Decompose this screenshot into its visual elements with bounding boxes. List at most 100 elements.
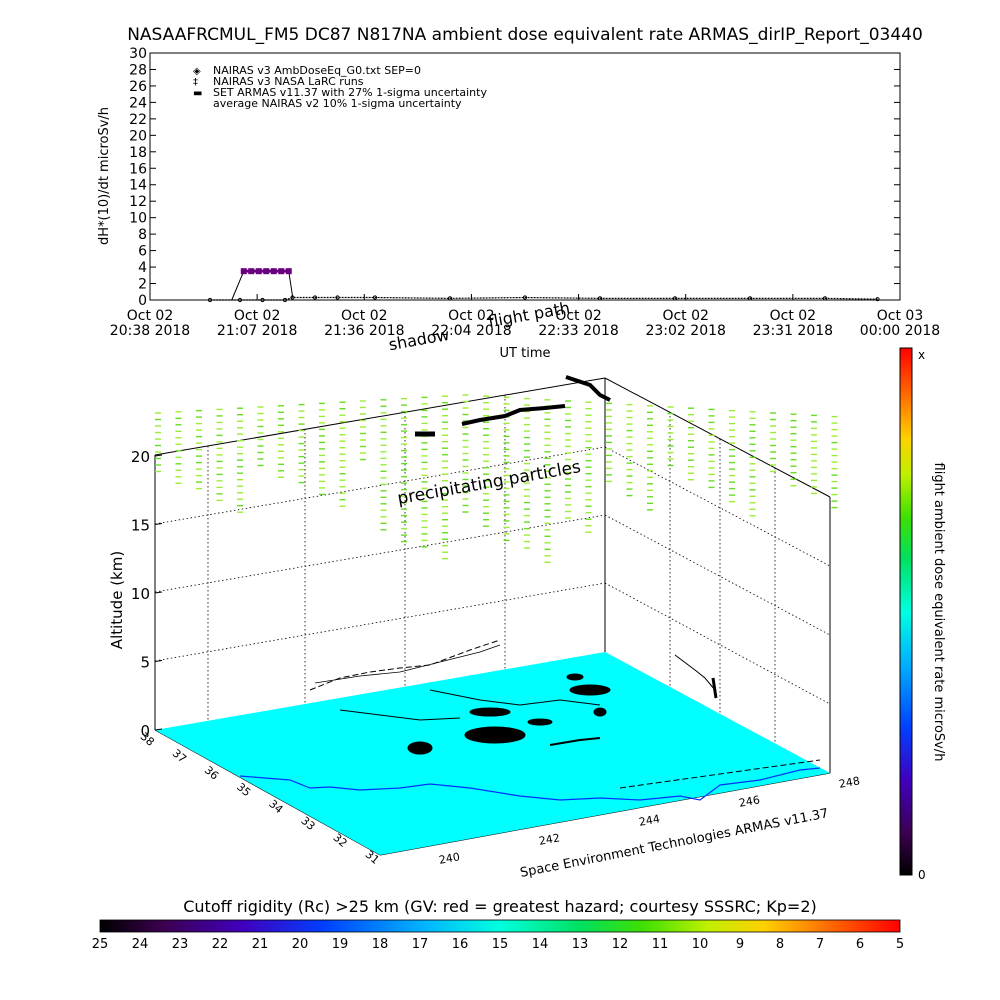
cutoff-tick-label: 15 <box>492 937 509 952</box>
x-tick-label-time: 21:36 2018 <box>324 323 404 339</box>
altitude-tick-label: 15 <box>131 517 150 535</box>
series-layer <box>207 268 880 303</box>
nairas-point <box>672 296 678 301</box>
cutoff-tick-label: 21 <box>252 937 269 952</box>
x-tick-label-time: 23:02 2018 <box>645 323 725 339</box>
cutoff-tick-label: 25 <box>92 937 109 952</box>
cutoff-tick-label: 10 <box>692 937 709 952</box>
y-tick-label: 28 <box>129 62 147 78</box>
cutoff-tick-label: 11 <box>652 937 669 952</box>
nairas-point <box>312 295 318 300</box>
particle-column <box>585 401 592 533</box>
longitude-tick-label: 244 <box>638 812 661 828</box>
z-axis: 0 5 10 15 20 <box>131 448 163 740</box>
particles-annotation: precipitating particles <box>396 457 583 509</box>
cutoff-tick-label: 17 <box>412 937 429 952</box>
longitude-tick-label: 248 <box>838 774 861 790</box>
y-tick-label: 12 <box>129 194 147 210</box>
colorbar-label: flight ambient dose equivalent rate micr… <box>931 463 946 762</box>
legend: ◈ NAIRAS v3 AmbDoseEq_G0.txt SEP=0 ‡ NAIRAS… <box>193 64 487 110</box>
nairas-point <box>335 295 340 300</box>
legend-entry: average NAIRAS v2 10% 1-sigma uncertaint… <box>213 97 462 110</box>
particle-column <box>339 401 346 507</box>
x-tick-label-time: 22:33 2018 <box>538 323 618 339</box>
x-tick-label-date: Oct 02 <box>770 308 816 324</box>
y-tick-label: 26 <box>129 79 147 95</box>
cutoff-tick-label: 14 <box>532 937 549 952</box>
x-tick-label-time: 21:07 2018 <box>217 323 297 339</box>
altitude-tick-label: 10 <box>131 585 150 603</box>
grid-lines <box>154 395 831 744</box>
altitude-tick-label: 20 <box>131 448 150 466</box>
cutoff-tick-label: 12 <box>612 937 629 952</box>
particle-column <box>278 405 284 478</box>
x-tick-label-date: Oct 02 <box>662 308 708 324</box>
longitude-axis: 240 242 244 246 248 <box>438 774 861 866</box>
longitude-tick-label: 240 <box>438 850 461 866</box>
legend-entry: NAIRAS v3 AmbDoseEq_G0.txt SEP=0 <box>213 64 421 77</box>
nairas-point <box>522 295 528 300</box>
particle-column <box>524 397 530 549</box>
latitude-tick-label: 36 <box>202 764 221 783</box>
legend-entry: NAIRAS v3 NASA LaRC runs <box>213 75 364 88</box>
nairas-point <box>207 297 213 303</box>
colorbar-top-label: x <box>918 348 925 362</box>
x-tick-label-time: 20:38 2018 <box>110 323 190 339</box>
x-axis-label: UT time <box>500 346 551 361</box>
x-tick-label-date: Oct 02 <box>234 308 280 324</box>
plot-frame <box>149 52 901 301</box>
legend-symbol: ▬ <box>193 88 202 99</box>
cutoff-tick-label: 19 <box>332 937 349 952</box>
cutoff-tick-label: 5 <box>896 937 904 952</box>
x-tick-label-time: 22:04 2018 <box>431 323 511 339</box>
cutoff-tick-label: 18 <box>372 937 389 952</box>
particle-column <box>196 409 202 490</box>
cutoff-tick-label: 23 <box>172 937 189 952</box>
y-axis-label: dH*(10)/dt microSv/h <box>97 107 112 245</box>
particle-column <box>688 407 694 481</box>
cutoff-tick-label: 20 <box>292 937 309 952</box>
y-tick-label: 24 <box>129 95 147 111</box>
altitude-tick-mark <box>154 591 163 594</box>
x-tick-label-date: Oct 02 <box>448 308 494 324</box>
cutoff-tick-label: 22 <box>212 937 229 952</box>
chart-title: NASAAFRCMUL_FM5 DC87 N817NA ambient dose… <box>127 25 923 45</box>
x-tick-label-date: Oct 03 <box>877 308 923 324</box>
particle-column <box>237 407 243 513</box>
particle-column <box>380 399 387 531</box>
x-tick-label-date: Oct 02 <box>341 308 387 324</box>
flight-shadow <box>309 639 718 699</box>
y-tick-label: 10 <box>129 211 147 227</box>
armas-point <box>278 268 285 275</box>
particle-column <box>421 396 428 548</box>
map-surface <box>155 652 830 855</box>
particle-column <box>360 400 366 461</box>
particle-column <box>319 402 325 496</box>
particle-column <box>606 402 612 483</box>
armas-point <box>270 268 277 275</box>
nairas-point <box>372 295 378 300</box>
altitude-label: Altitude (km) <box>108 551 126 649</box>
armas-rise-line <box>231 270 245 301</box>
particle-column <box>667 406 674 467</box>
y-tick-label: 4 <box>138 260 147 276</box>
altitude-tick-mark <box>154 660 163 662</box>
cutoff-tick-label: 24 <box>132 937 149 952</box>
legend-symbol: ◈ <box>193 66 201 77</box>
armas-point <box>263 268 270 275</box>
cutoff-tick-label: 13 <box>572 937 589 952</box>
cutoff-colorbar-ticks: 25 24 23 22 21 20 19 18 17 16 15 14 13 12 11 10 9 8 7 6 5 <box>92 937 904 952</box>
particle-column <box>626 403 633 497</box>
nairas-point <box>822 296 828 301</box>
latitude-tick-label: 37 <box>170 747 189 766</box>
colorbar-bottom-label: 0 <box>918 868 926 882</box>
armas-point <box>255 268 262 275</box>
map-features <box>339 673 821 789</box>
nairas-point <box>237 297 243 303</box>
y-tick-label: 30 <box>129 46 147 62</box>
y-tick-label: 22 <box>129 112 147 128</box>
cutoff-tick-label: 9 <box>736 937 744 952</box>
longitude-tick-label: 246 <box>738 793 761 809</box>
particle-column <box>503 396 510 542</box>
